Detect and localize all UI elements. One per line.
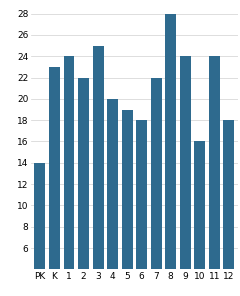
Bar [35, 163, 45, 296]
Bar [107, 99, 118, 296]
Bar [136, 120, 147, 296]
Bar [151, 78, 162, 296]
Bar [78, 78, 89, 296]
Bar [180, 56, 191, 296]
Bar [49, 67, 60, 296]
Bar [122, 110, 132, 296]
Bar [165, 14, 176, 296]
Bar [64, 56, 74, 296]
Bar [209, 56, 220, 296]
Bar [223, 120, 234, 296]
Bar [93, 46, 103, 296]
Bar [194, 141, 205, 296]
